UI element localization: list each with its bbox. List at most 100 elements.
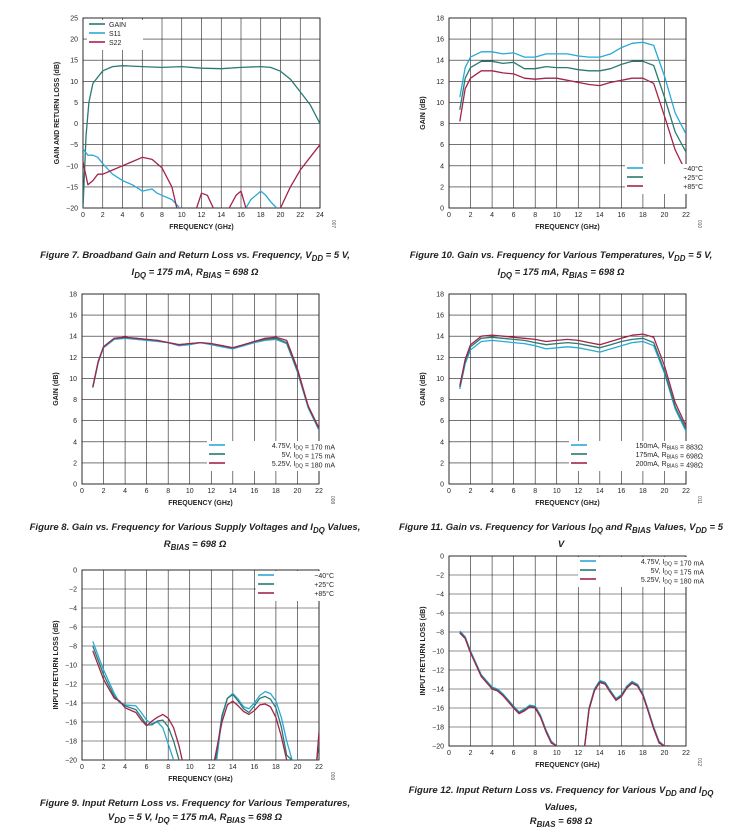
plot-frame bbox=[448, 17, 687, 209]
x-tick-label: 4 bbox=[490, 750, 494, 757]
x-tick-label: 8 bbox=[166, 764, 170, 771]
x-tick-label: 16 bbox=[617, 212, 625, 219]
x-tick-label: 4 bbox=[121, 212, 125, 219]
y-tick-label: 20 bbox=[70, 37, 78, 44]
y-tick-label: 6 bbox=[73, 418, 77, 425]
x-tick-label: 14 bbox=[217, 212, 225, 219]
figure-id: 012 bbox=[696, 758, 702, 767]
x-tick-label: 18 bbox=[639, 750, 647, 757]
x-tick-label: 22 bbox=[682, 488, 690, 495]
legend-label: +25°C bbox=[683, 174, 703, 182]
x-tick-label: 2 bbox=[469, 212, 473, 219]
x-tick-label: 20 bbox=[294, 764, 302, 771]
x-tick-label: 12 bbox=[207, 488, 215, 495]
x-tick-label: 20 bbox=[661, 488, 669, 495]
legend-label: S11 bbox=[109, 31, 121, 38]
y-tick-label: 12 bbox=[69, 355, 77, 362]
x-tick-label: 14 bbox=[596, 488, 604, 495]
x-tick-label: 18 bbox=[639, 212, 647, 219]
y-tick-label: 14 bbox=[436, 334, 444, 341]
series-line bbox=[459, 336, 686, 430]
x-tick-label: 20 bbox=[661, 212, 669, 219]
legend-label: +25°C bbox=[314, 581, 334, 589]
series-line bbox=[92, 641, 319, 760]
x-tick-label: 12 bbox=[574, 212, 582, 219]
x-tick-label: 14 bbox=[596, 212, 604, 219]
x-tick-label: 22 bbox=[315, 488, 323, 495]
legend-label: 5.25V, IDQ = 180 mA bbox=[272, 461, 335, 470]
legend-label: +85°C bbox=[683, 183, 703, 191]
plot-frame bbox=[81, 569, 320, 761]
caption-fig11: Figure 11. Gain vs. Frequency for Variou… bbox=[398, 522, 724, 550]
y-tick-label: −15 bbox=[66, 184, 78, 191]
chart-fig11: 0 2 4 6 8 10 12 14 16 18 20 22 0 2 4 6 8 10 12 14 16 18 FREQUE… bbox=[420, 292, 705, 507]
legend: −40°C+25°C+85°C bbox=[256, 571, 336, 601]
y-tick-label: 18 bbox=[436, 16, 444, 23]
x-tick-label: 10 bbox=[553, 488, 561, 495]
legend-box bbox=[625, 164, 705, 194]
x-tick-label: 16 bbox=[617, 750, 625, 757]
x-tick-label: 4 bbox=[490, 488, 494, 495]
figure-id: 010 bbox=[696, 220, 702, 229]
y-axis-label: INPUT RETURN LOSS (dB) bbox=[420, 606, 427, 695]
y-tick-label: −16 bbox=[65, 720, 77, 727]
x-tick-label: 6 bbox=[512, 750, 516, 757]
legend-label: 150mA, RBIAS = 883Ω bbox=[636, 443, 703, 452]
x-tick-label: 18 bbox=[639, 488, 647, 495]
y-axis-label: GAIN (dB) bbox=[420, 96, 427, 129]
x-tick-label: 12 bbox=[574, 488, 582, 495]
chart-fig12: 0 2 4 6 8 10 12 14 16 18 20 22−20−18−16−14−12−10−8−… bbox=[420, 554, 706, 769]
x-tick-label: 2 bbox=[101, 212, 105, 219]
series-line bbox=[83, 144, 320, 208]
caption-fig8: Figure 8. Gain vs. Frequency for Various… bbox=[29, 522, 361, 552]
x-tick-label: 20 bbox=[277, 212, 285, 219]
y-tick-label: −20 bbox=[65, 758, 77, 765]
y-tick-label: 10 bbox=[436, 376, 444, 383]
caption-fig9: Figure 9. Input Return Loss vs. Frequenc… bbox=[39, 798, 351, 825]
figure-id: 007 bbox=[330, 220, 336, 229]
x-tick-label: 10 bbox=[553, 212, 561, 219]
series-line bbox=[459, 60, 686, 153]
y-tick-label: 6 bbox=[440, 142, 444, 149]
legend-label: −40°C bbox=[683, 165, 703, 173]
y-tick-label: 10 bbox=[436, 100, 444, 107]
y-tick-label: −16 bbox=[432, 706, 444, 713]
y-tick-label: −6 bbox=[69, 625, 77, 632]
x-tick-label: 6 bbox=[145, 488, 149, 495]
y-tick-label: 4 bbox=[440, 163, 444, 170]
series-line bbox=[83, 65, 320, 208]
x-tick-label: 22 bbox=[296, 212, 304, 219]
series-line bbox=[459, 70, 686, 173]
x-tick-label: 2 bbox=[469, 750, 473, 757]
y-tick-label: −14 bbox=[432, 687, 444, 694]
x-tick-label: 16 bbox=[250, 764, 258, 771]
y-tick-label: −4 bbox=[69, 606, 77, 613]
caption-fig7: Figure 7. Broadband Gain and Return Loss… bbox=[40, 250, 350, 280]
plot-frame bbox=[82, 17, 321, 209]
x-tick-label: 4 bbox=[123, 764, 127, 771]
x-tick-label: 4 bbox=[490, 212, 494, 219]
caption-fig10: Figure 10. Gain vs. Frequency for Variou… bbox=[409, 250, 713, 280]
legend-box bbox=[578, 557, 706, 587]
x-tick-label: 8 bbox=[533, 488, 537, 495]
x-axis-label: FREQUENCY (GHz) bbox=[535, 500, 599, 507]
x-tick-label: 8 bbox=[533, 750, 537, 757]
x-tick-label: 2 bbox=[102, 764, 106, 771]
y-tick-label: 10 bbox=[70, 79, 78, 86]
x-axis-label: FREQUENCY (GHz) bbox=[168, 776, 232, 783]
legend-label: −40°C bbox=[314, 572, 334, 580]
y-tick-label: 16 bbox=[436, 313, 444, 320]
x-tick-label: 6 bbox=[145, 764, 149, 771]
figure-id: 009 bbox=[329, 772, 335, 781]
x-tick-label: 12 bbox=[198, 212, 206, 219]
y-tick-label: −20 bbox=[432, 744, 444, 751]
x-tick-label: 0 bbox=[81, 212, 85, 219]
x-tick-label: 10 bbox=[178, 212, 186, 219]
y-tick-label: 0 bbox=[440, 206, 444, 213]
y-tick-label: 12 bbox=[436, 355, 444, 362]
x-tick-label: 8 bbox=[160, 212, 164, 219]
series-line bbox=[459, 339, 686, 432]
x-tick-label: 4 bbox=[123, 488, 127, 495]
